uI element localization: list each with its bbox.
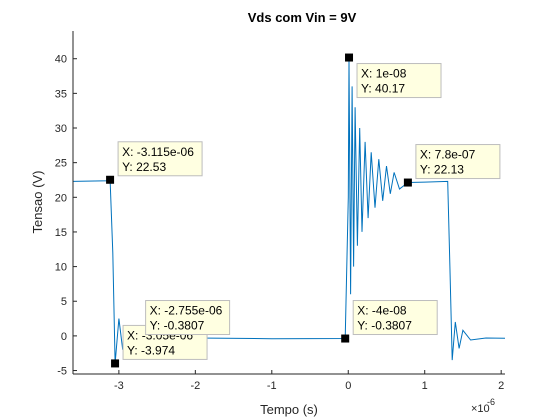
y-axis-label: Tensao (V) (30, 171, 45, 234)
x-tick-label: -3 (114, 380, 124, 392)
y-axis-ticks: -5 0 5 10 15 20 25 30 35 40 (55, 54, 77, 378)
x-axis-exponent: ×10 -6 (471, 397, 495, 415)
x-tick-label: 0 (345, 380, 351, 392)
datatip-box (117, 141, 203, 177)
x-exponent-power: -6 (487, 397, 495, 407)
datatip-marker (106, 175, 115, 184)
datatip-marker (341, 334, 350, 343)
y-tick-label: -5 (57, 366, 67, 378)
datatip-x-label: X: -3.115e-06 (122, 145, 194, 159)
y-tick-label: 15 (55, 227, 67, 239)
y-tick-label: 30 (55, 123, 67, 135)
datatip-y-label: Y: 40.17 (361, 82, 405, 96)
datatip-x-label: X: 1e-08 (361, 67, 407, 81)
datatip-marker (345, 53, 354, 62)
y-tick-label: 35 (55, 88, 67, 100)
y-tick-label: 5 (61, 296, 67, 308)
datatip: X: -4e-08Y: -0.3807 (352, 300, 438, 336)
datatip-x-label: X: -2.755e-06 (150, 304, 223, 318)
datatip-y-label: Y: 22.13 (420, 163, 464, 177)
datatip-marker (111, 359, 120, 368)
datatip-box (145, 300, 231, 336)
y-tick-label: 20 (55, 192, 67, 204)
datatip-x-label: X: 7.8e-07 (420, 148, 476, 162)
datatip-box (415, 144, 501, 180)
x-axis-ticks: -3 -2 -1 0 1 2 (114, 370, 504, 392)
datatip: X: -2.755e-06Y: -0.3807 (145, 300, 231, 336)
y-tick-label: 10 (55, 262, 67, 274)
datatip: X: 1e-08Y: 40.17 (356, 63, 442, 99)
datatip-box (352, 300, 438, 336)
x-tick-label: 1 (422, 380, 428, 392)
datatips-layer: X: -3.115e-06Y: 22.53X: -3.05e-06Y: -3.9… (117, 63, 501, 360)
y-tick-label: 40 (55, 54, 67, 66)
x-tick-label: -2 (190, 380, 200, 392)
y-tick-label: 0 (61, 331, 67, 343)
datatip-x-label: X: -4e-08 (357, 304, 407, 318)
x-tick-label: 2 (498, 380, 504, 392)
datatip-y-label: Y: -3.974 (127, 343, 175, 357)
axes-box (72, 31, 505, 375)
datatip-marker (403, 178, 412, 187)
x-axis-label: Tempo (s) (260, 402, 318, 417)
datatip-y-label: Y: -0.3807 (150, 319, 205, 333)
chart-title: Vds com Vin = 9V (248, 10, 357, 25)
datatip-y-label: Y: 22.53 (122, 160, 166, 174)
datatip: X: -3.115e-06Y: 22.53 (117, 141, 203, 177)
x-exponent-base: ×10 (471, 403, 490, 415)
y-tick-label: 25 (55, 158, 67, 170)
datatip: X: 7.8e-07Y: 22.13 (415, 144, 501, 180)
datatip-box (356, 63, 442, 99)
x-tick-label: -1 (267, 380, 277, 392)
datatip-y-label: Y: -0.3807 (357, 319, 412, 333)
